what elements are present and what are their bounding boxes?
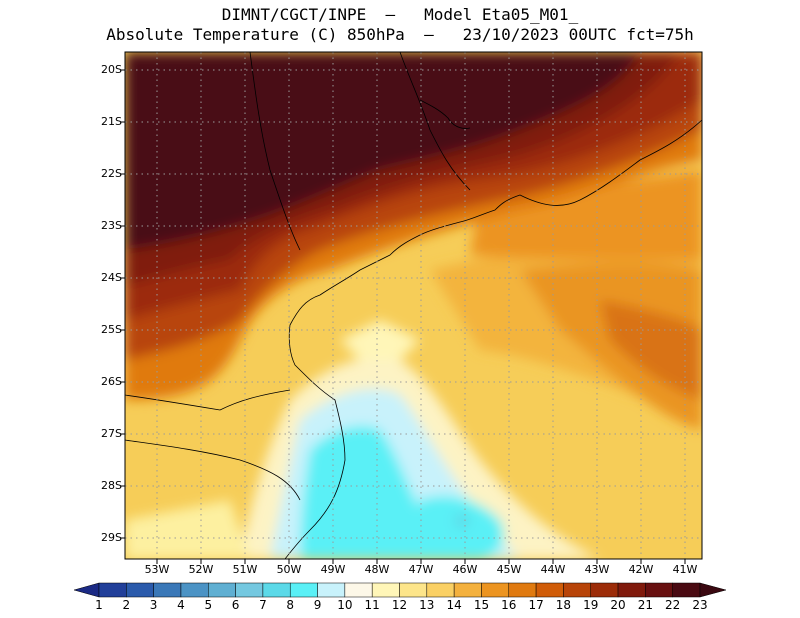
colorbar-box bbox=[590, 582, 619, 598]
lat-label-29S: 29S bbox=[101, 531, 122, 544]
colorbar-label-10: 10 bbox=[337, 598, 353, 612]
colorbar-label-1: 1 bbox=[95, 598, 103, 612]
colorbar-label-19: 19 bbox=[583, 598, 599, 612]
colorbar-label-11: 11 bbox=[364, 598, 380, 612]
colorbar-box bbox=[481, 582, 510, 598]
colorbar-box bbox=[453, 582, 482, 598]
colorbar-box bbox=[126, 582, 154, 598]
axis-ticks bbox=[120, 69, 686, 564]
colorbar-label-18: 18 bbox=[555, 598, 572, 612]
colorbar-box bbox=[645, 582, 673, 598]
colorbar-box bbox=[535, 582, 564, 598]
lat-label-23S: 23S bbox=[101, 219, 122, 232]
colorbar-box bbox=[317, 582, 346, 598]
colorbar-box bbox=[289, 582, 318, 598]
colorbar-label-5: 5 bbox=[204, 598, 213, 612]
colorbar-label-12: 12 bbox=[391, 598, 408, 612]
colorbar-arrow-low bbox=[73, 582, 100, 598]
colorbar-label-8: 8 bbox=[286, 598, 295, 612]
colorbar-label-21: 21 bbox=[637, 598, 653, 612]
colorbar-box bbox=[344, 582, 373, 598]
colorbar-label-13: 13 bbox=[419, 598, 435, 612]
lat-label-25S: 25S bbox=[101, 323, 122, 336]
colorbar-arrow-high bbox=[699, 582, 727, 598]
colorbar-box bbox=[508, 582, 537, 598]
colorbar-label-9: 9 bbox=[313, 598, 322, 612]
colorbar bbox=[73, 582, 727, 598]
lon-label-49W: 49W bbox=[320, 563, 346, 576]
coastline-borders bbox=[125, 52, 702, 559]
colorbar-label-4: 4 bbox=[177, 598, 185, 612]
map-frame bbox=[124, 51, 703, 560]
chart-title-line2: Absolute Temperature (C) 850hPa – 23/10/… bbox=[106, 25, 694, 44]
graticule bbox=[125, 52, 702, 559]
lat-label-24S: 24S bbox=[101, 271, 122, 284]
colorbar-box bbox=[672, 582, 701, 598]
colorbar-box bbox=[98, 582, 127, 598]
colorbar-box bbox=[371, 582, 400, 598]
lat-label-28S: 28S bbox=[101, 479, 122, 492]
colorbar-box bbox=[180, 582, 209, 598]
colorbar-label-23: 23 bbox=[692, 598, 708, 612]
colorbar-label-7: 7 bbox=[259, 598, 267, 612]
colorbar-box bbox=[563, 582, 591, 598]
colorbar-label-3: 3 bbox=[149, 598, 158, 612]
lon-label-44W: 44W bbox=[540, 563, 566, 576]
colorbar-box bbox=[426, 582, 455, 598]
colorbar-box bbox=[617, 582, 646, 598]
colorbar-label-14: 14 bbox=[446, 598, 462, 612]
temperature-field bbox=[125, 52, 702, 559]
lat-label-20S: 20S bbox=[101, 63, 122, 76]
chart-title-line1: DIMNT/CGCT/INPE – Model Eta05_M01_ bbox=[221, 5, 579, 24]
lon-label-52W: 52W bbox=[188, 563, 214, 576]
colorbar-label-15: 15 bbox=[473, 598, 490, 612]
colorbar-label-2: 2 bbox=[122, 598, 131, 612]
colorbar-label-6: 6 bbox=[231, 598, 240, 612]
lon-label-53W: 53W bbox=[144, 563, 170, 576]
lon-label-46W: 46W bbox=[452, 563, 478, 576]
lat-label-27S: 27S bbox=[101, 427, 122, 440]
lon-label-45W: 45W bbox=[496, 563, 522, 576]
lat-label-22S: 22S bbox=[101, 167, 122, 180]
lon-label-41W: 41W bbox=[672, 563, 698, 576]
colorbar-box bbox=[153, 582, 182, 598]
colorbar-label-22: 22 bbox=[665, 598, 681, 612]
lon-label-51W: 51W bbox=[232, 563, 258, 576]
colorbar-box bbox=[208, 582, 236, 598]
lon-label-42W: 42W bbox=[628, 563, 654, 576]
lon-label-47W: 47W bbox=[408, 563, 434, 576]
lon-label-43W: 43W bbox=[584, 563, 610, 576]
colorbar-label-17: 17 bbox=[528, 598, 544, 612]
lon-label-50W: 50W bbox=[276, 563, 302, 576]
lat-label-21S: 21S bbox=[101, 115, 122, 128]
colorbar-label-20: 20 bbox=[610, 598, 626, 612]
lat-label-26S: 26S bbox=[101, 375, 122, 388]
colorbar-label-16: 16 bbox=[501, 598, 517, 612]
colorbar-box bbox=[399, 582, 428, 598]
colorbar-box bbox=[235, 582, 264, 598]
lon-label-48W: 48W bbox=[364, 563, 390, 576]
colorbar-box bbox=[262, 582, 291, 598]
